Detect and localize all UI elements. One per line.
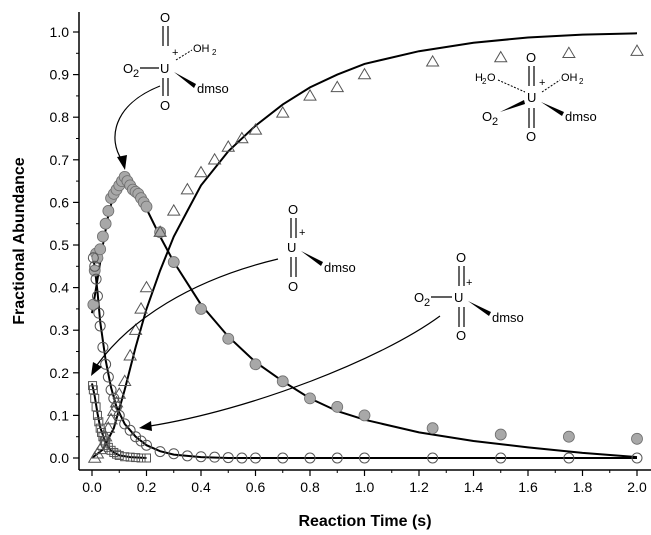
data-point-gray-circle: [103, 205, 114, 216]
y-tick-label: 1.0: [50, 24, 70, 40]
svg-text:2: 2: [579, 77, 584, 86]
y-tick-label: 0.1: [50, 407, 70, 423]
x-tick-label: 0.4: [191, 479, 211, 495]
annotation-dioxo-aqua-dmso: O O2 U + OH2 dmso O: [115, 10, 229, 170]
data-point-gray-circle: [97, 231, 108, 242]
svg-text:O: O: [160, 98, 170, 113]
y-axis-title: Fractional Abundance: [11, 157, 28, 325]
svg-text:+: +: [172, 47, 178, 59]
data-point-gray-circle: [168, 257, 179, 268]
fit-line: [92, 254, 637, 459]
y-tick-label: 0.3: [50, 322, 70, 338]
svg-text:O: O: [288, 202, 298, 217]
svg-text:U: U: [160, 61, 169, 76]
svg-text:O: O: [487, 72, 496, 84]
svg-text:dmso: dmso: [565, 109, 597, 124]
svg-text:dmso: dmso: [197, 81, 229, 96]
x-tick-label: 1.6: [518, 479, 538, 495]
svg-text:O: O: [160, 10, 170, 25]
svg-text:O: O: [288, 279, 298, 294]
y-tick-label: 0.6: [50, 194, 70, 210]
data-point-triangle: [359, 69, 371, 79]
svg-text:O: O: [456, 250, 466, 265]
x-tick-label: 1.2: [409, 479, 429, 495]
svg-text:dmso: dmso: [492, 310, 524, 325]
svg-text:dmso: dmso: [324, 260, 356, 275]
x-tick-label: 0.2: [137, 479, 157, 495]
x-tick-label: 2.0: [627, 479, 647, 495]
data-point-gray-circle: [305, 393, 316, 404]
data-point-triangle: [168, 205, 180, 215]
x-tick-label: 1.8: [573, 479, 593, 495]
svg-text:+: +: [299, 227, 305, 239]
x-tick-label: 1.4: [464, 479, 484, 495]
data-point-gray-circle: [141, 201, 152, 212]
svg-text:O: O: [456, 328, 466, 343]
data-point-gray-circle: [495, 429, 506, 440]
y-tick-label: 0.9: [50, 67, 70, 83]
data-point-gray-circle: [95, 244, 106, 255]
data-point-gray-circle: [223, 333, 234, 344]
y-tick-label: 0.5: [50, 237, 70, 253]
data-point-triangle: [331, 81, 343, 91]
svg-text:O: O: [482, 109, 492, 124]
svg-text:U: U: [527, 90, 536, 105]
data-point-triangle: [181, 184, 193, 194]
svg-text:+: +: [466, 277, 472, 289]
data-point-triangle: [563, 47, 575, 57]
data-point-gray-circle: [277, 376, 288, 387]
data-point-gray-circle: [427, 423, 438, 434]
x-axis-title: Reaction Time (s): [298, 513, 431, 530]
y-tick-label: 0.2: [50, 365, 70, 381]
svg-text:O: O: [123, 61, 133, 76]
svg-text:U: U: [454, 290, 463, 305]
x-tick-label: 0.8: [300, 479, 320, 495]
data-point-gray-circle: [632, 433, 643, 444]
svg-text:OH: OH: [193, 43, 210, 55]
data-point-gray-circle: [563, 431, 574, 442]
y-tick-label: 0.4: [50, 280, 70, 296]
data-markers: [88, 45, 643, 463]
data-point-triangle: [195, 167, 207, 177]
data-point-triangle: [427, 56, 439, 66]
fit-lines: [92, 33, 637, 458]
svg-text:O: O: [526, 129, 536, 144]
svg-text:OH: OH: [561, 72, 578, 84]
annotation-dioxo-dmso: O O2 U + dmso O: [139, 250, 524, 431]
data-point-gray-circle: [100, 218, 111, 229]
x-tick-label: 0.0: [82, 479, 102, 495]
svg-text:2: 2: [424, 297, 430, 309]
data-point-triangle: [141, 282, 153, 292]
data-point-gray-circle: [332, 401, 343, 412]
svg-text:2: 2: [133, 68, 139, 80]
data-point-triangle: [631, 45, 643, 55]
data-point-gray-circle: [250, 359, 261, 370]
svg-text:U: U: [287, 240, 296, 255]
y-tick-label: 0.8: [50, 109, 70, 125]
svg-text:O: O: [414, 290, 424, 305]
data-point-triangle: [304, 90, 316, 100]
y-tick-label: 0.7: [50, 152, 70, 168]
svg-text:+: +: [539, 77, 545, 89]
svg-text:2: 2: [212, 48, 217, 57]
data-point-triangle: [495, 52, 507, 62]
x-tick-label: 1.0: [355, 479, 375, 495]
data-point-gray-circle: [196, 303, 207, 314]
svg-text:O: O: [526, 50, 536, 65]
y-tick-label: 0.0: [50, 450, 70, 466]
annotation-diaqua-dmso: O H2O U + OH2 O2 dmso O: [475, 50, 597, 144]
svg-text:2: 2: [492, 116, 498, 128]
fit-line: [92, 33, 637, 458]
x-tick-label: 0.6: [246, 479, 266, 495]
data-point-gray-circle: [359, 410, 370, 421]
